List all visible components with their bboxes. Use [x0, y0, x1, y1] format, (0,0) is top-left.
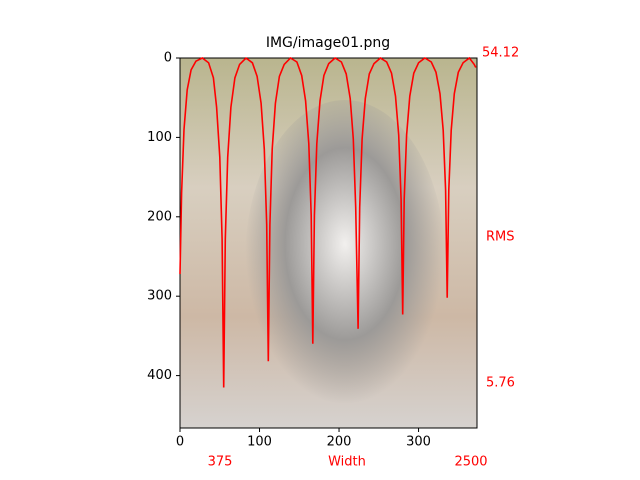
annotation: Width	[328, 455, 366, 470]
annotation: 54.12	[482, 46, 519, 61]
annotation: 2500	[454, 455, 487, 470]
chart-title: IMG/image01.png	[266, 35, 390, 51]
y-tick-label: 200	[147, 209, 172, 224]
x-tick-label: 200	[327, 435, 352, 450]
annotation: 375	[208, 455, 233, 470]
rms-line	[179, 56, 477, 388]
x-tick-label: 0	[176, 435, 184, 450]
annotation: RMS	[486, 230, 515, 245]
y-tick-label: 100	[147, 130, 172, 145]
x-tick-label: 300	[406, 435, 431, 450]
x-tick-label: 100	[247, 435, 272, 450]
y-tick-label: 400	[147, 368, 172, 383]
y-tick-label: 300	[147, 289, 172, 304]
y-tick-label: 0	[164, 51, 172, 66]
image	[180, 58, 477, 428]
annotation: 5.76	[486, 376, 515, 391]
